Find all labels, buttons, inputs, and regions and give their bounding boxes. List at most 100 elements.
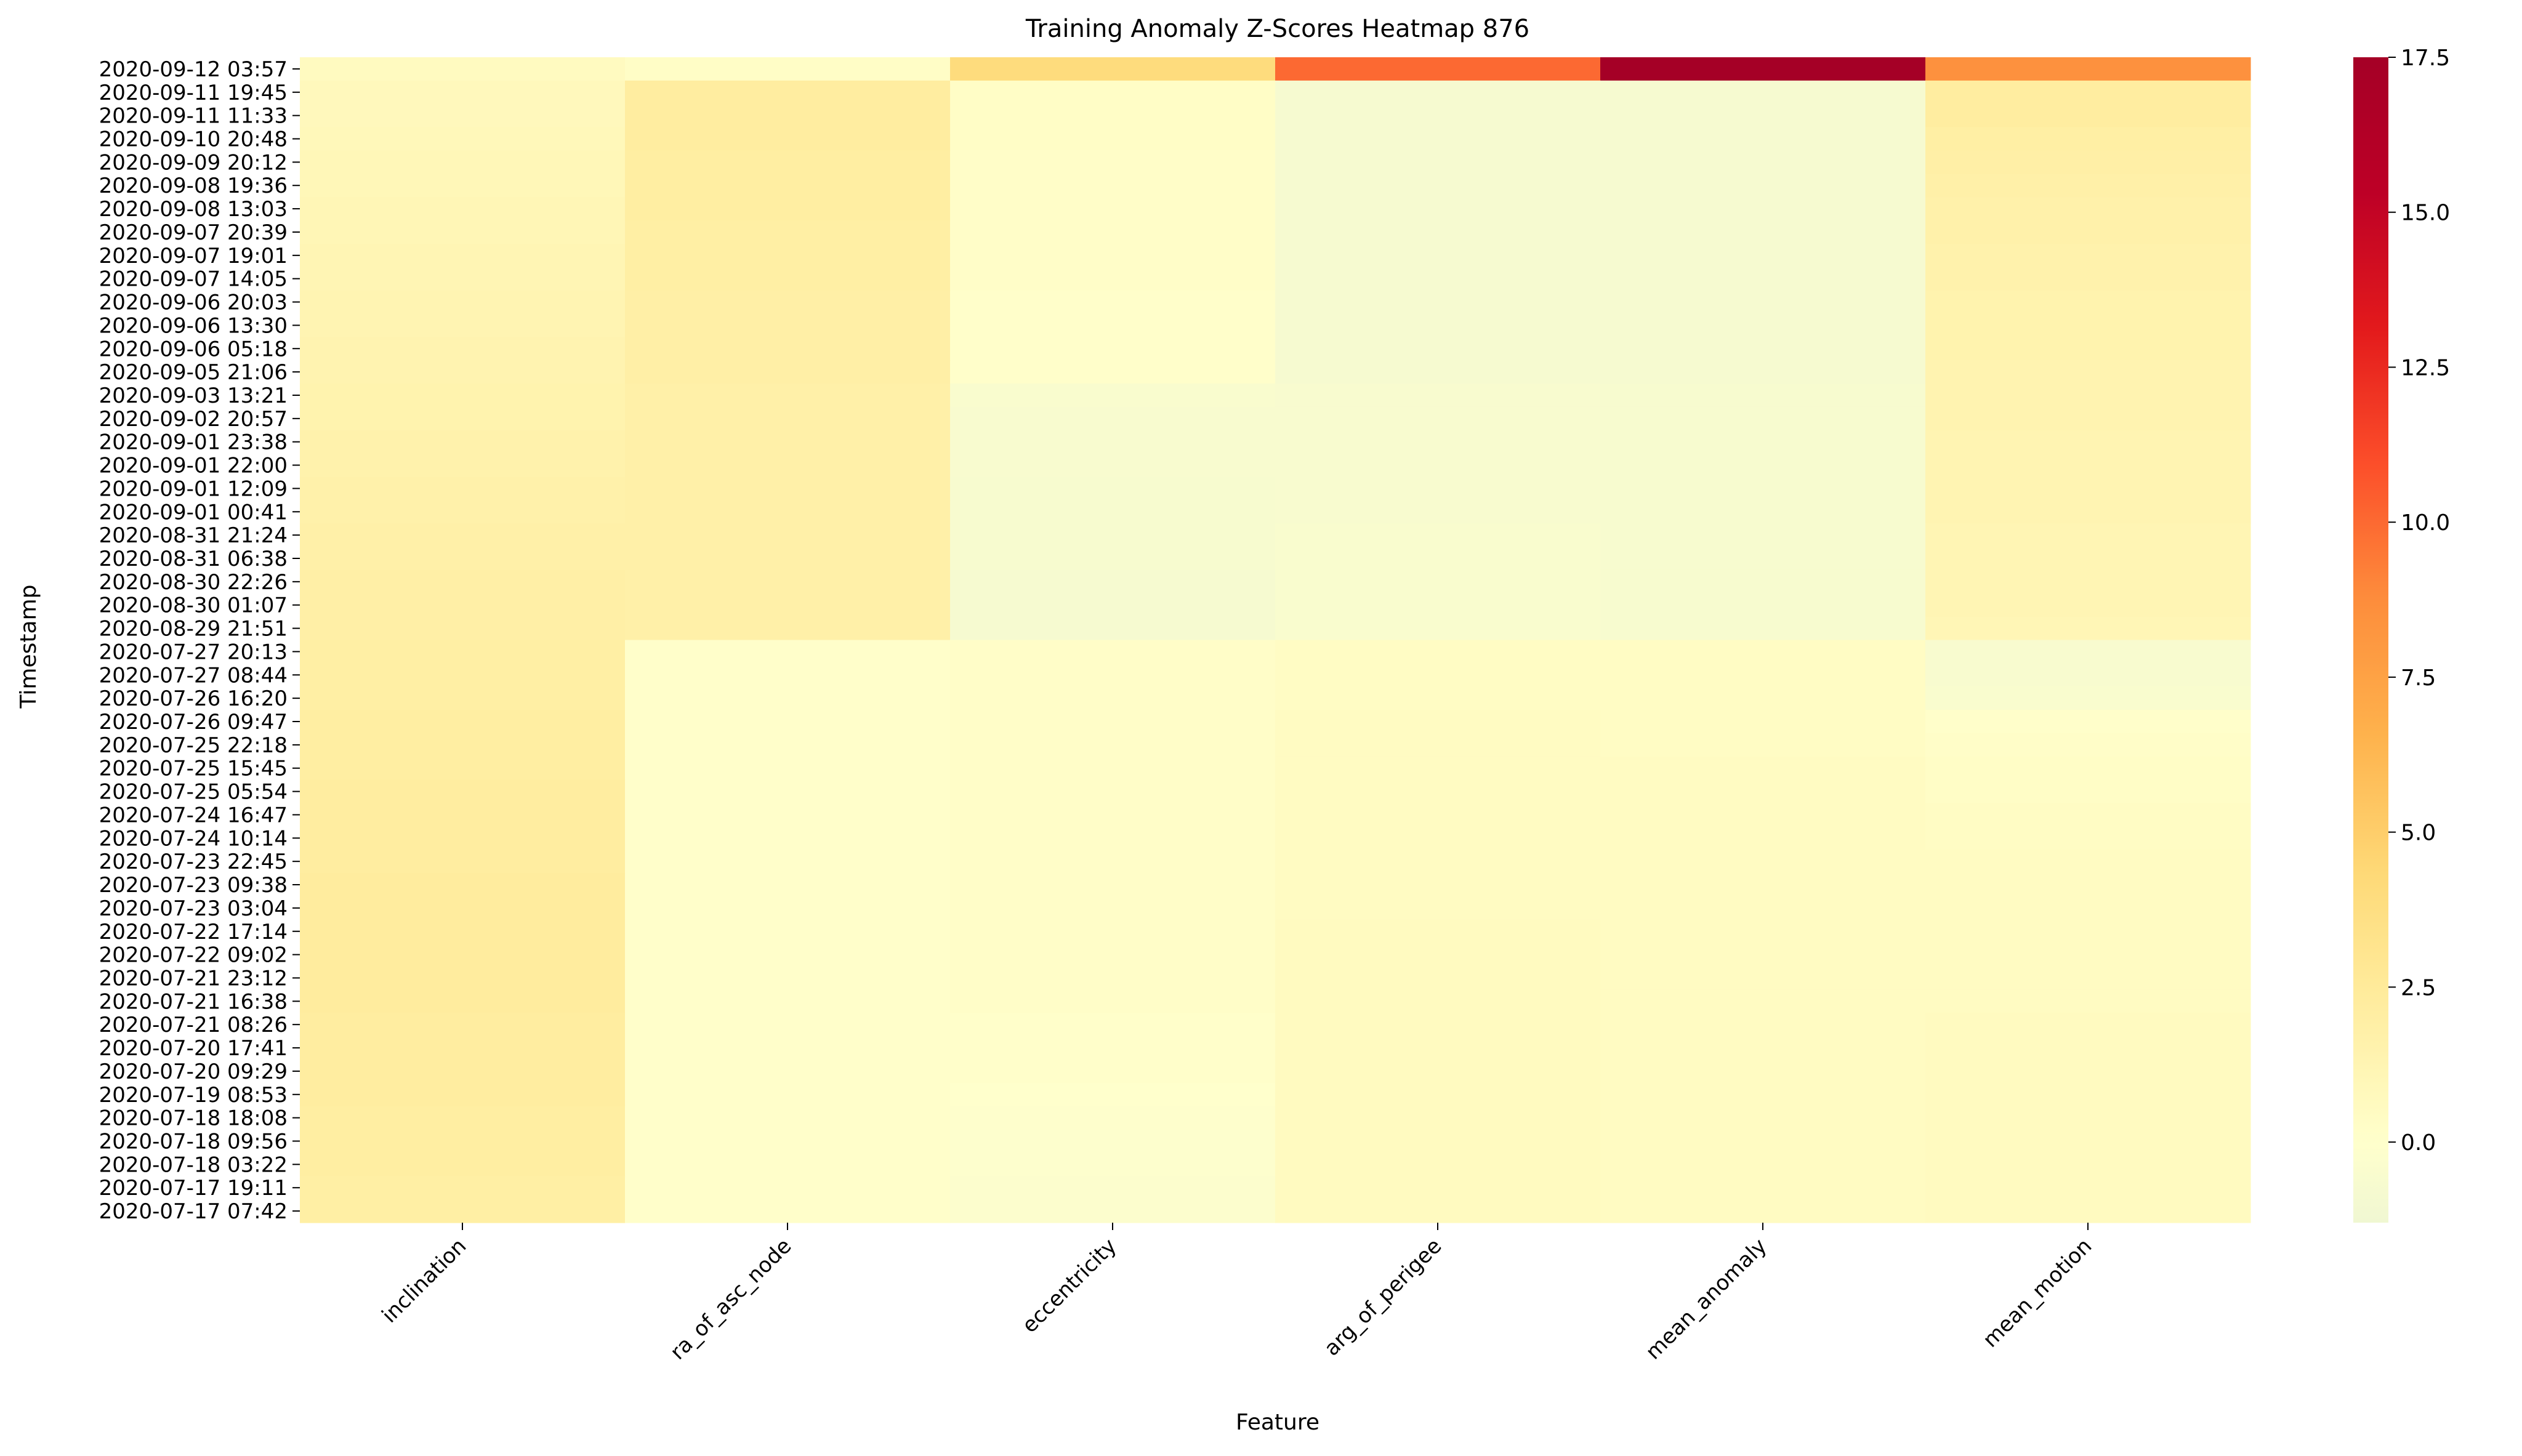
heatmap-cell xyxy=(625,150,951,174)
heatmap-cell xyxy=(1600,80,1926,105)
heatmap-cell xyxy=(625,1152,951,1176)
heatmap-cell xyxy=(1925,896,2251,920)
heatmap-cell xyxy=(300,593,626,617)
heatmap-cell xyxy=(625,547,951,571)
heatmap-cell xyxy=(625,80,951,105)
heatmap-cell xyxy=(1925,127,2251,151)
heatmap-cell xyxy=(1275,779,1601,804)
heatmap-cell xyxy=(625,826,951,850)
heatmap-cell xyxy=(300,360,626,384)
x-tick-label: mean_anomaly xyxy=(1641,1234,1771,1364)
y-tick-label: 2020-07-20 09:29 xyxy=(99,1060,288,1084)
y-tick-label: 2020-07-27 08:44 xyxy=(99,663,288,688)
y-tick-label: 2020-09-01 00:41 xyxy=(99,500,288,525)
heatmap-cell xyxy=(1275,756,1601,781)
y-tick-label: 2020-07-18 03:22 xyxy=(99,1152,288,1177)
heatmap-cell xyxy=(625,453,951,478)
x-tick-label: inclination xyxy=(377,1234,472,1328)
y-tick-label: 2020-07-25 15:45 xyxy=(99,757,288,781)
heatmap-cell xyxy=(1600,1152,1926,1176)
heatmap-cell xyxy=(1925,756,2251,781)
heatmap-cell xyxy=(1275,57,1601,81)
heatmap-cell xyxy=(1925,360,2251,384)
heatmap-cell xyxy=(300,80,626,105)
y-tick-label: 2020-07-26 09:47 xyxy=(99,710,288,734)
heatmap-cell xyxy=(1925,453,2251,478)
heatmap-cell xyxy=(1600,127,1926,151)
heatmap-cell xyxy=(300,640,626,664)
heatmap-cell xyxy=(950,1013,1276,1037)
heatmap-cell xyxy=(1275,1199,1601,1223)
heatmap-cell xyxy=(625,430,951,454)
heatmap-cell xyxy=(300,406,626,431)
y-tick-label: 2020-07-17 07:42 xyxy=(99,1199,288,1224)
colorbar-tick-label: 10.0 xyxy=(2401,510,2450,536)
heatmap-cell xyxy=(1925,523,2251,547)
heatmap-cell xyxy=(950,616,1276,641)
heatmap-cell xyxy=(1275,127,1601,151)
heatmap-cell xyxy=(300,663,626,687)
heatmap-cell xyxy=(1925,150,2251,174)
heatmap-cell xyxy=(1275,616,1601,641)
heatmap-cell xyxy=(1275,1082,1601,1107)
heatmap-cell xyxy=(1925,337,2251,361)
heatmap-cell xyxy=(1600,710,1926,734)
heatmap-cell xyxy=(1925,500,2251,524)
heatmap-cell xyxy=(625,663,951,687)
y-tick-label: 2020-09-06 05:18 xyxy=(99,337,288,361)
colorbar-tick-label: 2.5 xyxy=(2401,975,2436,1000)
heatmap-cell xyxy=(1600,547,1926,571)
heatmap-cell xyxy=(1925,989,2251,1013)
heatmap-cell xyxy=(950,803,1276,827)
heatmap-cell xyxy=(950,360,1276,384)
heatmap-cell xyxy=(625,943,951,967)
heatmap-cell xyxy=(1600,1082,1926,1107)
heatmap-cell xyxy=(1925,733,2251,757)
heatmap-cell xyxy=(950,663,1276,687)
y-tick-label: 2020-07-20 17:41 xyxy=(99,1036,288,1061)
heatmap-cell xyxy=(625,1106,951,1130)
heatmap-cell xyxy=(300,1082,626,1107)
y-tick-label: 2020-08-31 21:24 xyxy=(99,523,288,548)
heatmap-cell xyxy=(950,756,1276,781)
heatmap-cell xyxy=(625,779,951,804)
heatmap-cell xyxy=(1275,103,1601,128)
heatmap-cell xyxy=(625,243,951,268)
heatmap-cell xyxy=(1275,313,1601,337)
heatmap-cell xyxy=(1925,826,2251,850)
heatmap-cell xyxy=(950,500,1276,524)
heatmap-cell xyxy=(1925,593,2251,617)
heatmap-cell xyxy=(300,430,626,454)
heatmap-cell xyxy=(1925,966,2251,990)
heatmap-cell xyxy=(625,593,951,617)
heatmap-cell xyxy=(300,500,626,524)
heatmap-cell xyxy=(1600,943,1926,967)
y-axis-label: Timestamp xyxy=(16,585,41,709)
heatmap-cell xyxy=(625,384,951,408)
heatmap-cell xyxy=(1275,477,1601,501)
heatmap-cell xyxy=(950,477,1276,501)
y-tick-label: 2020-07-19 08:53 xyxy=(99,1083,288,1108)
heatmap-cell xyxy=(950,150,1276,174)
y-tick-label: 2020-07-24 16:47 xyxy=(99,803,288,827)
colorbar-ticks: 0.0 2.5 5.0 7.5 10.0 12.5 15.0 17.5 xyxy=(2388,46,2450,1156)
heatmap-cell xyxy=(625,360,951,384)
heatmap-cell xyxy=(1925,850,2251,874)
heatmap-cell xyxy=(1925,569,2251,594)
heatmap-cell xyxy=(950,943,1276,967)
heatmap-cell xyxy=(1925,803,2251,827)
heatmap-cell xyxy=(1600,243,1926,268)
y-tick-label: 2020-07-25 05:54 xyxy=(99,780,288,805)
heatmap-cell xyxy=(950,989,1276,1013)
heatmap-cell xyxy=(1275,406,1601,431)
heatmap-cell xyxy=(1600,593,1926,617)
heatmap-cell xyxy=(1275,267,1601,291)
heatmap-cell xyxy=(1925,220,2251,244)
heatmap-cell xyxy=(950,384,1276,408)
heatmap-cell xyxy=(625,290,951,315)
y-tick-label: 2020-07-18 18:08 xyxy=(99,1106,288,1131)
heatmap-cell xyxy=(300,174,626,198)
colorbar-tick-label: 7.5 xyxy=(2401,666,2436,691)
y-tick-label: 2020-07-23 22:45 xyxy=(99,850,288,874)
heatmap-cell xyxy=(300,384,626,408)
